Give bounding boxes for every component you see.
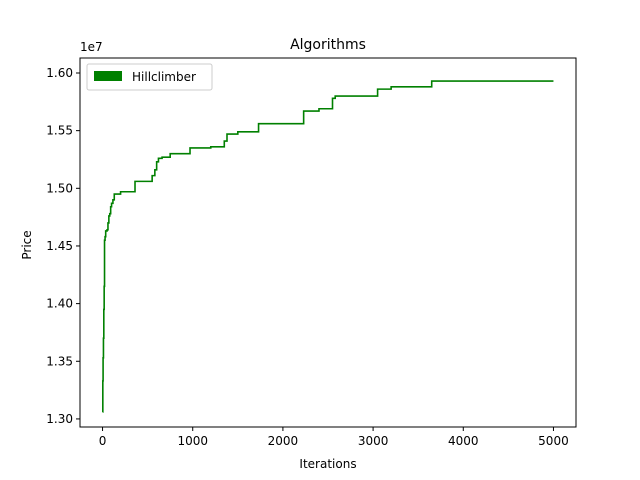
legend-box [86,63,213,91]
y-axis-label: Price [20,230,34,259]
y-tick-label: 1.50 [46,181,73,195]
legend: Hillclimber [86,63,213,91]
x-tick-label: 2000 [268,434,299,448]
plot-lines [102,80,554,413]
y-tick-label: 1.55 [46,124,73,138]
y-tick-label: 1.30 [46,412,73,426]
x-tick-label: 4000 [448,434,479,448]
plot-area-frame [79,57,577,428]
series-line-hillclimber [102,80,554,413]
y-ticks: 1.30 1.35 1.40 1.45 1.50 1.55 1.60 [46,66,80,426]
x-tick-label: 3000 [358,434,389,448]
x-ticks: 0 1000 2000 3000 4000 5000 [99,427,569,448]
x-tick-label: 5000 [538,434,569,448]
x-axis-label: Iterations [299,457,356,471]
y-tick-label: 1.40 [46,297,73,311]
y-tick-label: 1.35 [46,354,73,368]
legend-label-hillclimber: Hillclimber [132,70,196,84]
chart-title: Algorithms [290,37,366,53]
x-tick-label: 1000 [177,434,208,448]
y-tick-label: 1.60 [46,66,73,80]
x-tick-label: 0 [99,434,107,448]
legend-swatch-hillclimber [94,71,122,81]
y-tick-label: 1.45 [46,239,73,253]
y-axis-multiplier: 1e7 [80,40,103,54]
